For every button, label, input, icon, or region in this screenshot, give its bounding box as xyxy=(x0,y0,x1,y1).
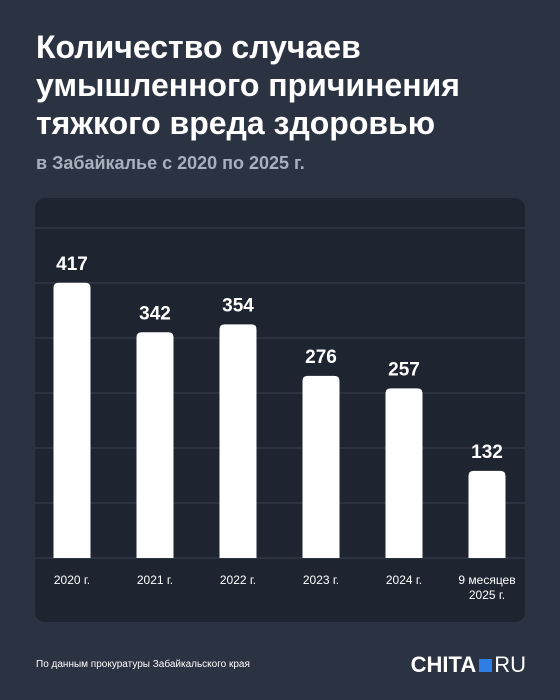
logo: CHITA RU xyxy=(411,652,526,678)
value-label: 132 xyxy=(471,442,503,463)
bar xyxy=(219,324,257,558)
bar xyxy=(385,388,423,558)
grid xyxy=(35,227,525,559)
x-tick-label: 2022 г. xyxy=(219,573,257,587)
bar xyxy=(136,332,174,558)
chart-title: Количество случаев умышленного причинени… xyxy=(36,29,460,141)
x-tick-label: 2024 г. xyxy=(385,573,423,587)
bar xyxy=(468,470,506,558)
x-tick-label: 2020 г. xyxy=(53,573,91,587)
x-tick-label: 2021 г. xyxy=(136,573,174,587)
logo-square xyxy=(479,658,493,672)
bar xyxy=(53,282,91,558)
x-tick-label: 9 месяцев 2025 г. xyxy=(458,573,516,602)
logo-text: RU xyxy=(494,652,526,677)
bar xyxy=(302,375,340,558)
value-label: 257 xyxy=(388,359,420,380)
value-label: 276 xyxy=(305,347,337,368)
chart-subtitle: в Забайкалье с 2020 по 2025 г. xyxy=(36,153,305,173)
value-label: 417 xyxy=(56,254,88,275)
value-label: 342 xyxy=(139,303,171,324)
source-note: По данным прокуратуры Забайкальского кра… xyxy=(36,659,250,670)
logo-text: CHITA xyxy=(410,652,477,677)
value-label: 354 xyxy=(222,295,254,316)
x-tick-label: 2023 г. xyxy=(302,573,340,587)
